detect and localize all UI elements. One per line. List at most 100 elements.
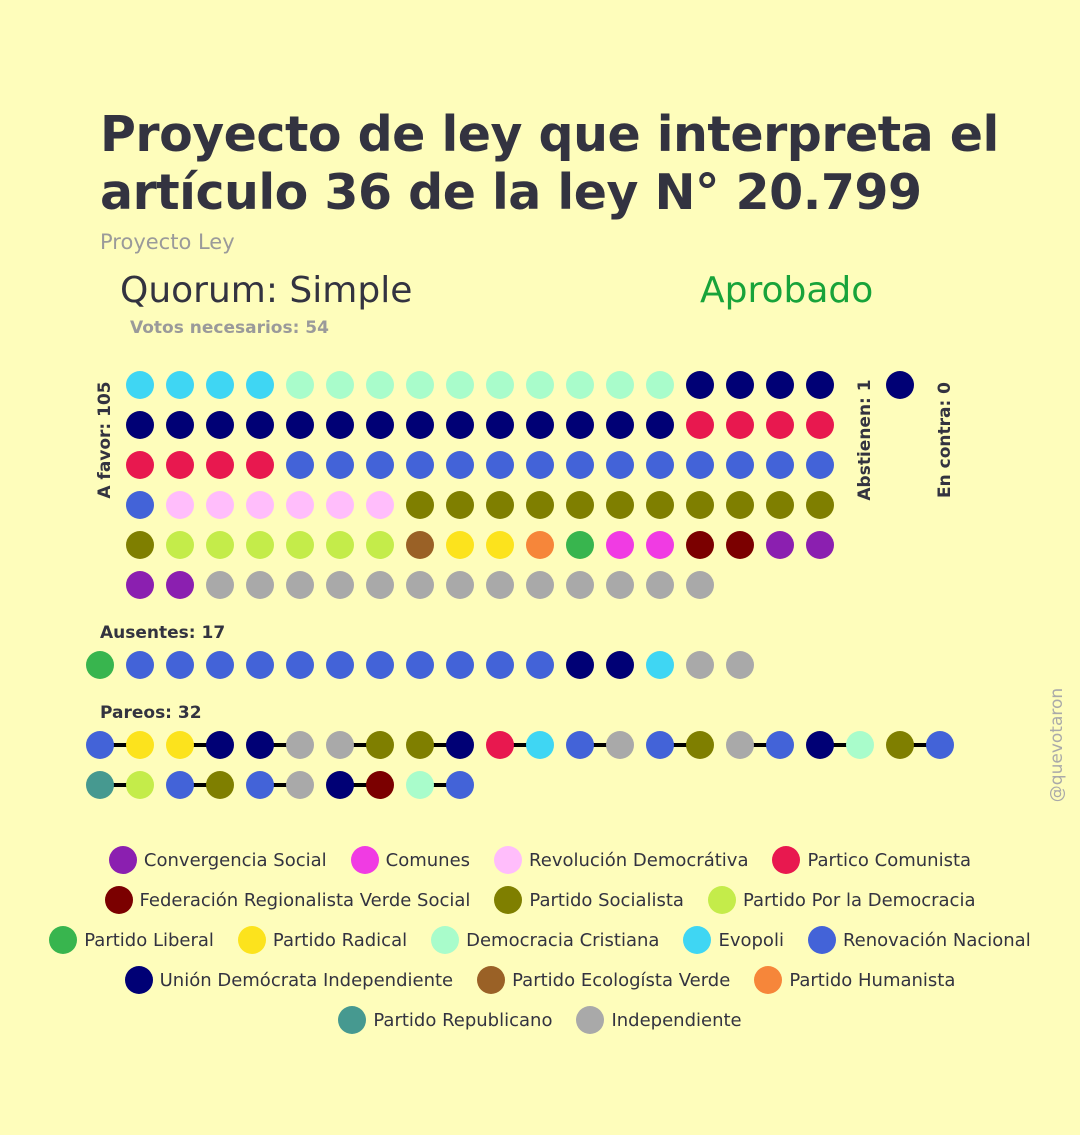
pair-vote-dot xyxy=(806,731,834,759)
legend-item: Partido Socialista xyxy=(494,884,684,916)
favor-vote-dot xyxy=(566,531,594,559)
absent-vote-dot xyxy=(406,651,434,679)
legend-swatch xyxy=(237,926,266,954)
favor-vote-dot xyxy=(806,411,834,439)
pair-vote-dot xyxy=(486,731,514,759)
absent-vote-dot xyxy=(166,651,194,679)
pair-vote-dot xyxy=(126,731,154,759)
legend-item: Partido Por la Democracia xyxy=(707,884,976,916)
favor-vote-dot xyxy=(646,491,674,519)
favor-vote-dot xyxy=(286,571,314,599)
legend-item: Convergencia Social xyxy=(108,844,327,876)
chart-title: Proyecto de ley que interpreta el artícu… xyxy=(100,106,999,221)
favor-vote-dot xyxy=(406,531,434,559)
status-label: Aprobado xyxy=(700,270,874,311)
favor-vote-dot xyxy=(166,571,194,599)
favor-vote-dot xyxy=(486,371,514,399)
favor-vote-dot xyxy=(686,451,714,479)
favor-vote-dot xyxy=(326,531,354,559)
legend-item: Partido Humanista xyxy=(754,964,955,996)
legend-item: Independiente xyxy=(576,1004,742,1036)
favor-vote-dot xyxy=(326,451,354,479)
favor-vote-dot xyxy=(566,491,594,519)
quorum-label: Quorum: Simple xyxy=(120,270,413,311)
favor-vote-dot xyxy=(326,571,354,599)
legend-label: Independiente xyxy=(611,1009,742,1031)
favor-vote-dot xyxy=(286,491,314,519)
favor-vote-dot xyxy=(446,571,474,599)
legend-swatch xyxy=(807,926,836,954)
pair-vote-dot xyxy=(406,731,434,759)
legend-label: Renovación Nacional xyxy=(842,929,1031,951)
favor-vote-dot xyxy=(286,411,314,439)
absent-vote-dot xyxy=(726,651,754,679)
vote-dot-chart: A favor: 105 Abstienen: 1 En contra: 0 Ause… xyxy=(86,371,1067,802)
favor-vote-dot xyxy=(446,411,474,439)
favor-vote-dot xyxy=(526,411,554,439)
favor-vote-dot xyxy=(806,531,834,559)
legend-item: Partido Liberal xyxy=(49,924,214,956)
favor-vote-dot xyxy=(366,451,394,479)
pair-vote-dot xyxy=(326,771,354,799)
pair-vote-dot xyxy=(366,771,394,799)
legend-item: Evopoli xyxy=(683,924,784,956)
favor-vote-dot xyxy=(486,571,514,599)
favor-vote-dot xyxy=(206,571,234,599)
favor-vote-dot xyxy=(326,371,354,399)
legend-swatch xyxy=(576,1006,605,1034)
legend-item: Partido Republicano xyxy=(338,1004,552,1036)
legend-swatch xyxy=(772,846,801,874)
favor-vote-dot xyxy=(806,371,834,399)
favor-vote-dot xyxy=(486,411,514,439)
favor-vote-dot xyxy=(486,451,514,479)
favor-vote-dot xyxy=(366,491,394,519)
favor-vote-dot xyxy=(286,371,314,399)
legend-swatch xyxy=(104,886,133,914)
favor-vote-dot xyxy=(646,411,674,439)
favor-vote-dot xyxy=(206,371,234,399)
absent-vote-dot xyxy=(326,651,354,679)
legend-label: Democracia Cristiana xyxy=(466,929,660,951)
pair-vote-dot xyxy=(766,731,794,759)
legend-item: Federación Regionalista Verde Social xyxy=(104,884,470,916)
favor-vote-dot xyxy=(246,371,274,399)
favor-vote-dot xyxy=(646,531,674,559)
favor-vote-dot xyxy=(406,451,434,479)
pair-vote-dot xyxy=(446,731,474,759)
pair-vote-dot xyxy=(646,731,674,759)
favor-vote-dot xyxy=(726,411,754,439)
favor-vote-dot xyxy=(606,451,634,479)
absent-vote-dot xyxy=(646,651,674,679)
favor-vote-dot xyxy=(726,531,754,559)
favor-vote-dot xyxy=(686,411,714,439)
favor-vote-dot xyxy=(326,411,354,439)
favor-vote-dot xyxy=(766,411,794,439)
favor-vote-dot xyxy=(726,451,754,479)
favor-vote-dot xyxy=(726,371,754,399)
favor-vote-dot xyxy=(646,371,674,399)
pairs-label: Pareos: 32 xyxy=(100,703,202,723)
favor-vote-dot xyxy=(406,491,434,519)
legend-item: Partido Ecologísta Verde xyxy=(477,964,730,996)
legend-swatch xyxy=(49,926,78,954)
absent-vote-dot xyxy=(286,651,314,679)
favor-vote-dot xyxy=(286,531,314,559)
legend-label: Partido Liberal xyxy=(84,929,214,951)
absent-vote-dot xyxy=(366,651,394,679)
favor-vote-dot xyxy=(686,531,714,559)
legend-item: Partico Comunista xyxy=(772,844,971,876)
legend-swatch xyxy=(477,966,506,994)
favor-vote-dot xyxy=(806,451,834,479)
favor-vote-dot xyxy=(526,371,554,399)
favor-vote-dot xyxy=(366,531,394,559)
favor-vote-dot xyxy=(446,531,474,559)
absent-label: Ausentes: 17 xyxy=(100,623,225,643)
favor-vote-dot xyxy=(166,531,194,559)
pair-vote-dot xyxy=(206,771,234,799)
favor-vote-dot xyxy=(446,371,474,399)
pair-vote-dot xyxy=(246,771,274,799)
favor-vote-dot xyxy=(366,411,394,439)
favor-vote-dot xyxy=(566,451,594,479)
favor-vote-dot xyxy=(246,411,274,439)
favor-vote-dot xyxy=(326,491,354,519)
